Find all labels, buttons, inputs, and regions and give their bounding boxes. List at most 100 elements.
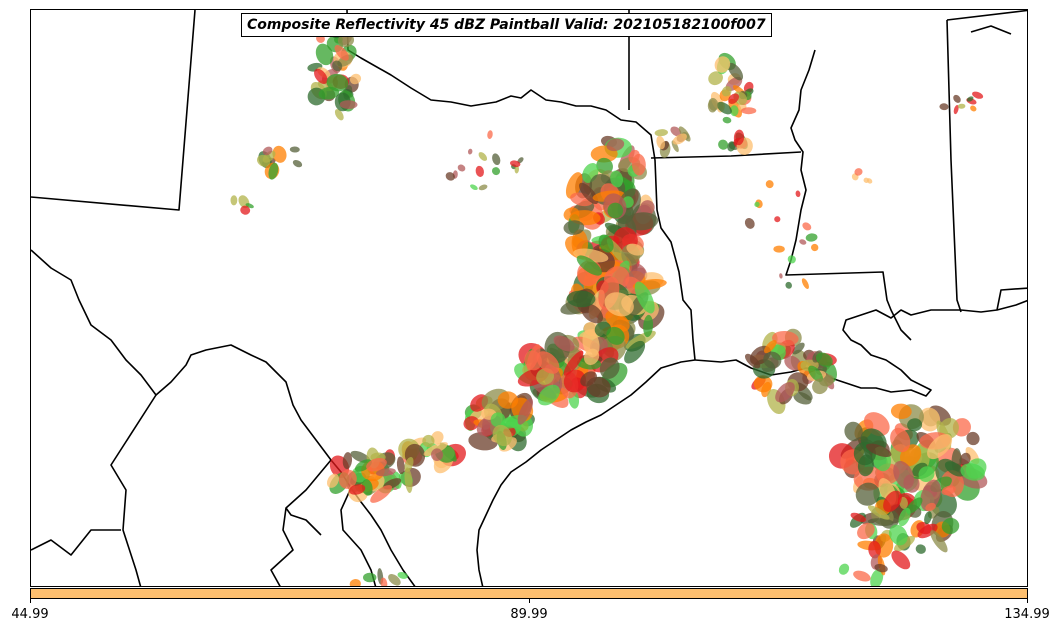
storm-cell-608 (970, 105, 977, 112)
storm-cell-649 (863, 177, 870, 183)
storm-cell-636 (744, 217, 755, 229)
storm-cell-580 (868, 540, 881, 559)
storm-cell-597 (870, 569, 884, 586)
colorbar-tick-label-max: 134.99 (1004, 607, 1050, 622)
storm-cell-376 (366, 457, 387, 472)
storm-cell-435 (753, 375, 773, 393)
storm-cell-317 (497, 391, 519, 409)
boundary-mexico-state-4 (340, 487, 377, 586)
storm-cell-583 (883, 490, 902, 512)
storm-cell-43 (262, 146, 273, 156)
storm-cell-131 (628, 149, 640, 164)
storm-cell-586 (917, 523, 938, 539)
storm-cell-451 (772, 330, 799, 346)
storm-cell-612 (517, 157, 524, 164)
boundary-nm-line (31, 10, 196, 211)
storm-cell-31 (334, 45, 349, 61)
storm-cell-374 (396, 456, 405, 475)
storm-cell-645 (380, 577, 388, 586)
storm-cell-632 (801, 278, 809, 289)
storm-cell-364 (375, 468, 396, 477)
storm-cell-637 (754, 201, 760, 208)
storm-cell-21 (314, 68, 328, 84)
paintball-storm-cells (230, 20, 988, 586)
storm-cell-630 (802, 222, 812, 231)
storm-cell-592 (898, 507, 911, 527)
storm-cell-456 (763, 351, 782, 369)
storm-cell-534 (960, 463, 985, 481)
storm-cell-532 (918, 466, 935, 483)
storm-cell-602 (874, 563, 888, 573)
boundary-ok-tx (346, 10, 656, 161)
storm-cell-466 (764, 340, 777, 354)
storm-cell-626 (799, 239, 807, 245)
storm-cell-463 (745, 353, 761, 369)
storm-cell-412 (670, 126, 682, 137)
map-canvas (31, 10, 1027, 586)
storm-cell-594 (857, 522, 875, 540)
storm-cell-553 (865, 443, 892, 458)
storm-cell-387 (708, 71, 723, 86)
colorbar-tick-label-mid: 89.99 (510, 607, 548, 622)
storm-cell-207 (624, 340, 646, 364)
storm-cell-549 (890, 427, 911, 453)
storm-cell-543 (920, 479, 941, 512)
boundary-mexico-state-5 (285, 507, 322, 536)
storm-cell-595 (924, 511, 932, 525)
storm-cell-617 (478, 184, 488, 191)
storm-cell-18 (349, 73, 362, 85)
storm-cell-216 (604, 292, 634, 317)
colorbar-tick-max (1027, 599, 1028, 603)
storm-cell-212 (581, 303, 604, 324)
boundary-rio-grande (31, 249, 416, 586)
storm-cell-650 (854, 168, 863, 176)
storm-cell-609 (957, 103, 966, 109)
storm-cell-137 (607, 202, 624, 219)
storm-cell-373 (404, 467, 413, 494)
storm-cell-494 (918, 407, 941, 432)
storm-cell-409 (718, 139, 729, 150)
storm-cell-407 (741, 107, 757, 115)
storm-cell-635 (773, 245, 785, 253)
storm-cell-420 (672, 133, 687, 145)
storm-cell-641 (388, 574, 401, 586)
plot-title: Composite Reflectivity 45 dBZ Paintball … (241, 13, 772, 37)
storm-cell-318 (517, 398, 533, 425)
storm-cell-607 (972, 91, 984, 99)
storm-cell-209 (634, 281, 655, 314)
storm-cell-411 (728, 93, 740, 104)
storm-cell-107 (640, 200, 655, 215)
storm-cell-572 (867, 518, 894, 526)
storm-cell-624 (492, 153, 501, 166)
storm-cell-366 (370, 485, 393, 503)
coast-texas (476, 359, 696, 586)
storm-cell-537 (890, 403, 912, 420)
storm-cell-539 (893, 460, 914, 489)
storm-cell-96 (565, 172, 583, 199)
storm-cell-398 (716, 101, 732, 115)
storm-cell-628 (774, 216, 781, 223)
storm-cell-316 (492, 424, 512, 447)
colorbar-tick-mid (529, 599, 530, 603)
storm-cell-610 (939, 103, 949, 111)
storm-cell-336 (430, 448, 444, 461)
storm-cell-40 (289, 146, 300, 153)
storm-cell-368 (361, 479, 373, 496)
storm-cell-44 (268, 162, 279, 180)
storm-cell-277 (599, 357, 620, 379)
storm-cell-124 (625, 212, 659, 231)
storm-cell-395 (730, 105, 739, 117)
boundary-mississippi-river (785, 49, 912, 341)
storm-cell-646 (363, 572, 377, 583)
storm-cell-134 (563, 220, 585, 235)
storm-cell-421 (656, 135, 666, 150)
colorbar-tick-min (30, 599, 31, 603)
storm-cell-97 (596, 157, 613, 175)
storm-cell-276 (536, 351, 560, 374)
storm-cell-397 (727, 62, 744, 81)
storm-cell-389 (727, 141, 736, 152)
storm-cell-138 (610, 170, 624, 188)
coast-louisiana (694, 299, 1027, 397)
storm-cell-362 (342, 452, 353, 470)
storm-cell-521 (959, 452, 971, 466)
